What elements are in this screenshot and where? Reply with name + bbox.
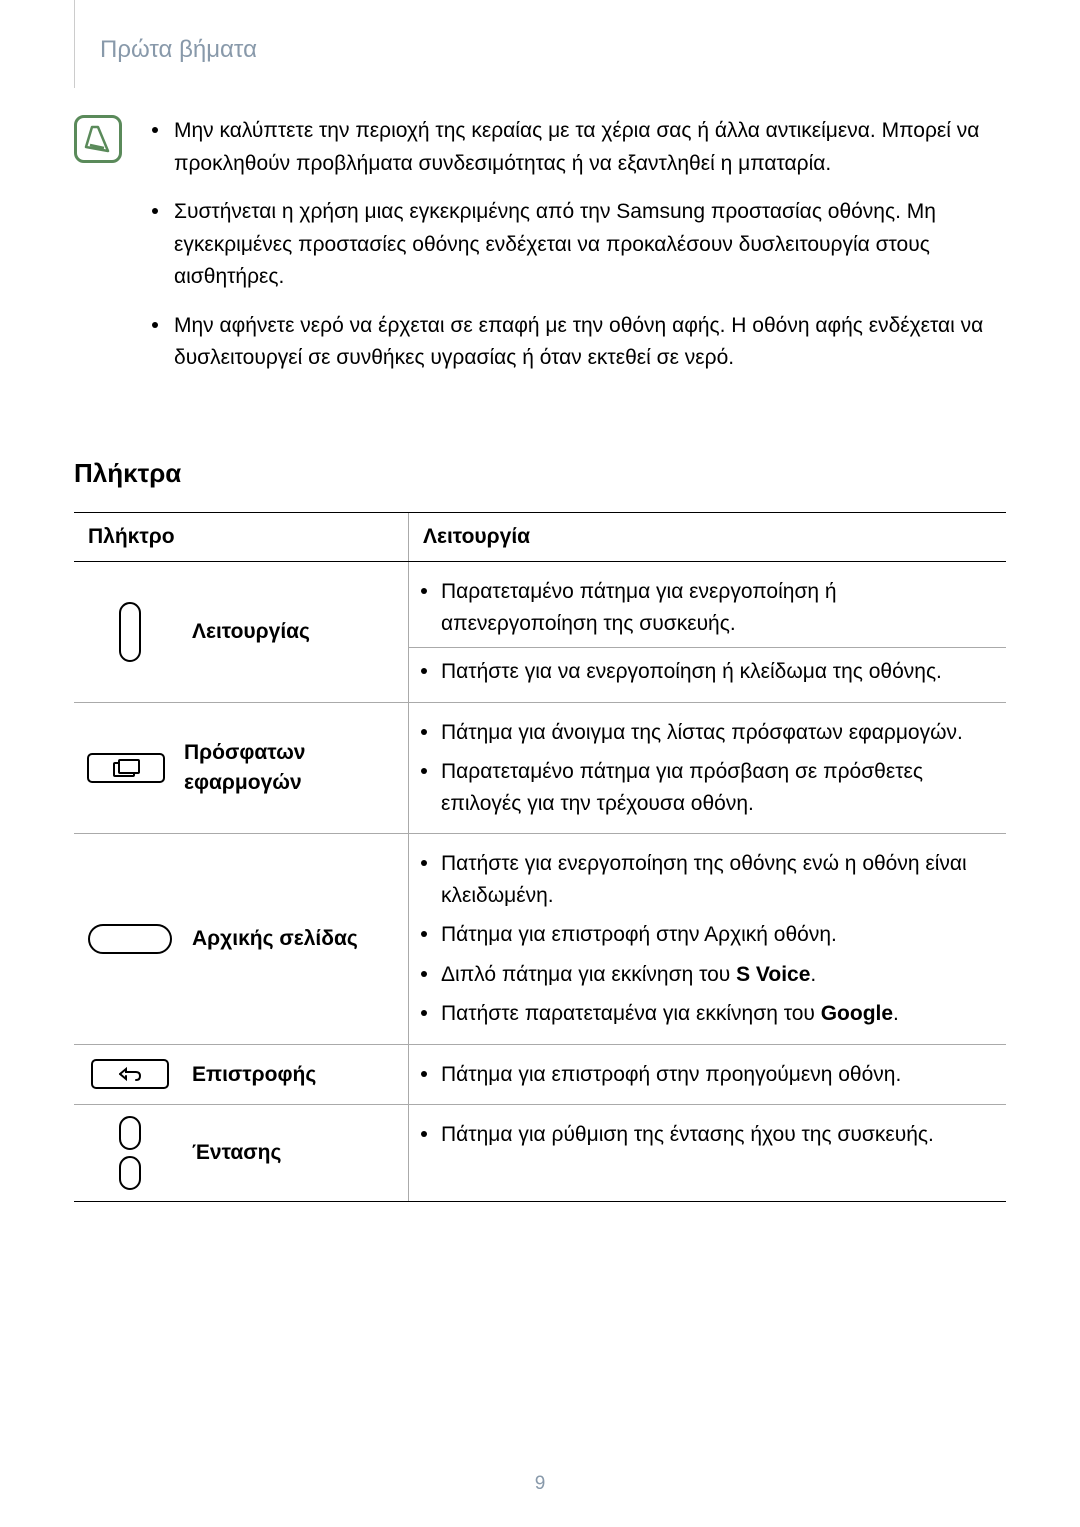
- key-label: Αρχικής σελίδας: [192, 924, 358, 953]
- page-number: 9: [0, 1473, 1080, 1495]
- th-key: Πλήκτρο: [74, 513, 409, 561]
- fn-item: Διπλό πάτημα για εκκίνηση του S Voice.: [421, 955, 994, 995]
- fn-text: Πατήστε παρατεταμένα για εκκίνηση του Go…: [441, 998, 899, 1030]
- home-button-icon: [86, 923, 174, 955]
- fn-item: Πατήστε παρατεταμένα για εκκίνηση του Go…: [421, 994, 994, 1034]
- power-button-icon: [86, 601, 174, 663]
- bullet-icon: [152, 127, 158, 133]
- table-row: Πρόσφατων εφαρμογών Πάτημα για άνοιγμα τ…: [74, 703, 1006, 835]
- fn-item: Πάτημα για επιστροφή στην Αρχική οθόνη.: [421, 915, 994, 955]
- bullet-icon: [421, 588, 427, 594]
- bullet-icon: [421, 1010, 427, 1016]
- fn-text: Παρατεταμένο πάτημα για πρόσβαση σε πρόσ…: [441, 756, 994, 819]
- key-label: Λειτουργίας: [192, 617, 310, 646]
- key-label: Επιστροφής: [192, 1060, 316, 1089]
- back-button-icon: [86, 1056, 174, 1092]
- note-item: Συστήνεται η χρήση μιας εγκεκριμένης από…: [152, 196, 1014, 294]
- bullet-icon: [421, 729, 427, 735]
- section-heading: Πλήκτρα: [74, 458, 181, 489]
- note-block: Μην καλύπτετε την περιοχή της κεραίας με…: [74, 115, 1014, 391]
- fn-item: Πάτημα για επιστροφή στην προηγούμενη οθ…: [421, 1055, 994, 1095]
- fn-item: Πατήστε για ενεργοποίηση της οθόνης ενώ …: [421, 844, 994, 915]
- table-row: Επιστροφής Πάτημα για επιστροφή στην προ…: [74, 1045, 1006, 1106]
- fn-text: Πατήστε για να ενεργοποίηση ή κλείδωμα τ…: [441, 656, 942, 688]
- bullet-icon: [421, 768, 427, 774]
- fn-item: Πατήστε για να ενεργοποίηση ή κλείδωμα τ…: [421, 652, 994, 692]
- buttons-table: Πλήκτρο Λειτουργία Λειτουργίας Παρατεταμ…: [74, 512, 1006, 1202]
- recent-apps-icon: [86, 750, 166, 786]
- fn-text: Πατήστε για ενεργοποίηση της οθόνης ενώ …: [441, 848, 994, 911]
- fn-item: Πάτημα για ρύθμιση της έντασης ήχου της …: [421, 1115, 994, 1155]
- bullet-icon: [421, 971, 427, 977]
- bullet-icon: [152, 322, 158, 328]
- fn-text: Διπλό πάτημα για εκκίνηση του S Voice.: [441, 959, 816, 991]
- fn-text: Πάτημα για ρύθμιση της έντασης ήχου της …: [441, 1119, 934, 1151]
- fn-text: Πάτημα για επιστροφή στην Αρχική οθόνη.: [441, 919, 837, 951]
- note-text: Μην καλύπτετε την περιοχή της κεραίας με…: [174, 115, 1014, 180]
- note-icon: [74, 115, 122, 163]
- note-text: Μην αφήνετε νερό να έρχεται σε επαφή με …: [174, 310, 1014, 375]
- fn-item: Πάτημα για άνοιγμα της λίστας πρόσφατων …: [421, 713, 994, 753]
- fn-text: Πάτημα για επιστροφή στην προηγούμενη οθ…: [441, 1059, 901, 1091]
- key-label: Πρόσφατων εφαρμογών: [184, 738, 396, 797]
- table-row: Έντασης Πάτημα για ρύθμιση της έντασης ή…: [74, 1105, 1006, 1201]
- fn-text: Παρατεταμένο πάτημα για ενεργοποίηση ή α…: [441, 576, 994, 639]
- bullet-icon: [421, 668, 427, 674]
- fn-item: Παρατεταμένο πάτημα για πρόσβαση σε πρόσ…: [421, 752, 994, 823]
- note-list: Μην καλύπτετε την περιοχή της κεραίας με…: [152, 115, 1014, 391]
- volume-button-icon: [86, 1115, 174, 1191]
- fn-text: Πάτημα για άνοιγμα της λίστας πρόσφατων …: [441, 717, 963, 749]
- note-text: Συστήνεται η χρήση μιας εγκεκριμένης από…: [174, 196, 1014, 294]
- table-row: Αρχικής σελίδας Πατήστε για ενεργοποίηση…: [74, 834, 1006, 1045]
- table-header: Πλήκτρο Λειτουργία: [74, 513, 1006, 562]
- note-item: Μην αφήνετε νερό να έρχεται σε επαφή με …: [152, 310, 1014, 375]
- key-label: Έντασης: [192, 1138, 281, 1167]
- table-row: Λειτουργίας Παρατεταμένο πάτημα για ενερ…: [74, 562, 1006, 703]
- bullet-icon: [421, 931, 427, 937]
- bullet-icon: [421, 860, 427, 866]
- bullet-icon: [421, 1071, 427, 1077]
- bullet-icon: [152, 208, 158, 214]
- note-item: Μην καλύπτετε την περιοχή της κεραίας με…: [152, 115, 1014, 180]
- page-header: Πρώτα βήματα: [100, 36, 257, 64]
- th-fn: Λειτουργία: [409, 513, 1006, 561]
- fn-divider: [409, 647, 1006, 648]
- fn-item: Παρατεταμένο πάτημα για ενεργοποίηση ή α…: [421, 572, 994, 643]
- bullet-icon: [421, 1131, 427, 1137]
